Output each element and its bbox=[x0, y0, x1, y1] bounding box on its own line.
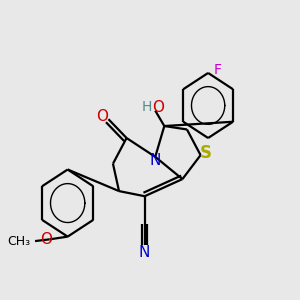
Text: O: O bbox=[152, 100, 164, 116]
Text: O: O bbox=[40, 232, 52, 247]
Text: F: F bbox=[214, 63, 222, 77]
Text: N: N bbox=[139, 245, 150, 260]
Text: CH₃: CH₃ bbox=[8, 235, 31, 248]
Text: O: O bbox=[96, 109, 108, 124]
Text: H: H bbox=[142, 100, 152, 113]
Text: N: N bbox=[150, 153, 161, 168]
Text: S: S bbox=[200, 144, 212, 162]
